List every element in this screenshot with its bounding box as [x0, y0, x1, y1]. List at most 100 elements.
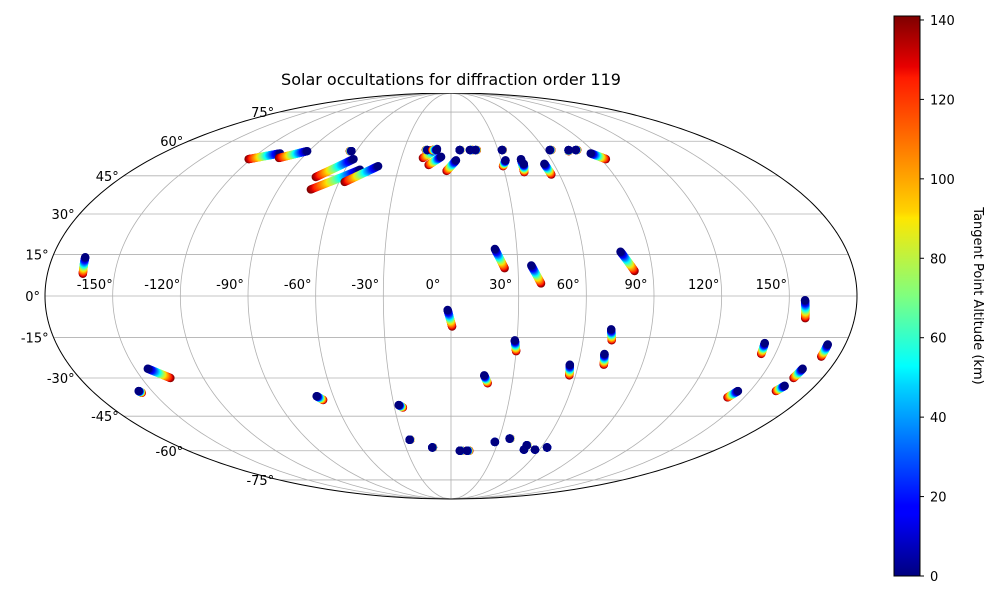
data-point — [373, 161, 383, 171]
lat-tick-label: 75° — [251, 106, 274, 121]
data-point — [540, 159, 549, 169]
occultation-occ-12 — [405, 435, 415, 444]
occultation-occ-48 — [757, 338, 769, 359]
occultation-occ-08 — [340, 161, 383, 187]
map-boundary — [44, 93, 858, 500]
data-point — [432, 145, 442, 155]
lat-tick-label: 0° — [25, 290, 40, 305]
colorbar-tick-label: 100 — [930, 173, 955, 188]
occultation-occ-29 — [527, 261, 546, 288]
occultation-occ-30 — [490, 437, 500, 447]
chart-title: Solar occultations for diffraction order… — [281, 70, 621, 89]
lat-tick-label: -45° — [91, 410, 119, 425]
latitude-tick-labels: -75° -60° -45° -30° -15° 0° 15° 30° 45° 60° 75° — [21, 106, 274, 489]
data-point — [530, 445, 540, 454]
occultation-occ-34 — [519, 159, 529, 177]
occultation-occ-11 — [394, 400, 408, 412]
lon-tick-label: -30° — [351, 278, 379, 293]
data-point — [607, 325, 616, 334]
data-point — [505, 434, 514, 443]
data-point — [823, 340, 832, 349]
lat-tick-label: 15° — [26, 248, 49, 263]
data-point — [800, 295, 810, 305]
occultation-occ-35 — [565, 360, 575, 380]
lon-tick-label: 90° — [624, 278, 647, 293]
data-point — [490, 437, 500, 447]
occultation-occ-38 — [616, 247, 639, 276]
occultation-occ-52 — [789, 364, 807, 383]
occultation-occ-39 — [540, 159, 556, 179]
occultation-occ-02 — [143, 364, 175, 383]
data-point — [522, 441, 531, 450]
occultation-points — [78, 144, 832, 455]
meridian-line — [450, 93, 655, 500]
lon-tick-label: -60° — [284, 278, 312, 293]
data-point — [571, 145, 580, 155]
data-point — [303, 146, 312, 156]
data-point — [542, 443, 552, 452]
lat-tick-label: -15° — [21, 332, 49, 347]
occultation-occ-37 — [599, 349, 609, 369]
data-point — [134, 386, 143, 396]
meridian-line — [382, 93, 452, 500]
occultation-occ-45 — [564, 145, 573, 156]
occultation-occ-51 — [817, 340, 832, 361]
meridian-line — [247, 93, 452, 500]
data-point — [394, 400, 403, 410]
occultation-occ-05 — [274, 146, 312, 163]
occultation-occ-41 — [522, 441, 532, 450]
data-point — [798, 364, 807, 373]
colorbar-gradient — [893, 15, 921, 577]
occultation-occ-36 — [607, 325, 616, 345]
colorbar-tick-label: 60 — [930, 332, 947, 347]
data-point — [497, 145, 507, 155]
data-point — [586, 149, 595, 158]
data-point — [436, 152, 446, 162]
lon-tick-label: -120° — [144, 278, 180, 293]
colorbar-tick-label: 20 — [930, 491, 947, 506]
data-point — [471, 145, 480, 155]
data-point — [780, 381, 789, 391]
occultation-occ-17 — [424, 152, 446, 170]
occultation-occ-28 — [498, 156, 510, 171]
occultation-occ-31 — [505, 434, 515, 443]
lat-tick-label: 30° — [52, 208, 75, 223]
data-point — [565, 360, 575, 369]
occultation-occ-25 — [480, 371, 492, 388]
map-outline — [44, 93, 858, 500]
data-point — [349, 154, 358, 164]
occultation-occ-43 — [542, 443, 552, 452]
meridian-line — [450, 93, 723, 500]
colorbar-tick-label: 0 — [930, 570, 938, 585]
data-point — [312, 391, 321, 401]
data-point — [600, 349, 609, 359]
meridian-line — [315, 93, 452, 500]
data-point — [455, 145, 464, 155]
data-point — [143, 364, 152, 373]
lat-tick-label: 60° — [160, 135, 183, 150]
data-point — [443, 305, 452, 315]
occultation-occ-04 — [244, 149, 285, 164]
lon-tick-label: 60° — [557, 278, 580, 293]
occultation-occ-13 — [428, 443, 438, 452]
lat-tick-label: 45° — [96, 170, 119, 185]
data-point — [760, 338, 769, 348]
lon-tick-label: -90° — [216, 278, 244, 293]
colorbar-tick-label: 80 — [930, 252, 947, 267]
occultation-occ-49 — [723, 386, 743, 402]
data-point — [519, 159, 528, 169]
data-point — [347, 146, 356, 156]
data-point — [455, 446, 464, 455]
occultation-occ-47 — [586, 149, 611, 164]
occultation-occ-22 — [462, 446, 474, 455]
longitude-tick-labels: -150° -120° -90° -60° -30° 0° 30° 60° 90° 120° 150… — [77, 278, 787, 293]
occultation-occ-18 — [442, 156, 461, 176]
data-point — [510, 336, 520, 345]
meridian-line — [450, 93, 520, 500]
occultation-occ-20 — [443, 305, 457, 331]
data-point — [480, 371, 489, 380]
data-point — [490, 244, 500, 254]
lon-tick-label: 0° — [426, 278, 441, 293]
data-point — [501, 156, 510, 165]
occultation-occ-10 — [312, 391, 328, 405]
